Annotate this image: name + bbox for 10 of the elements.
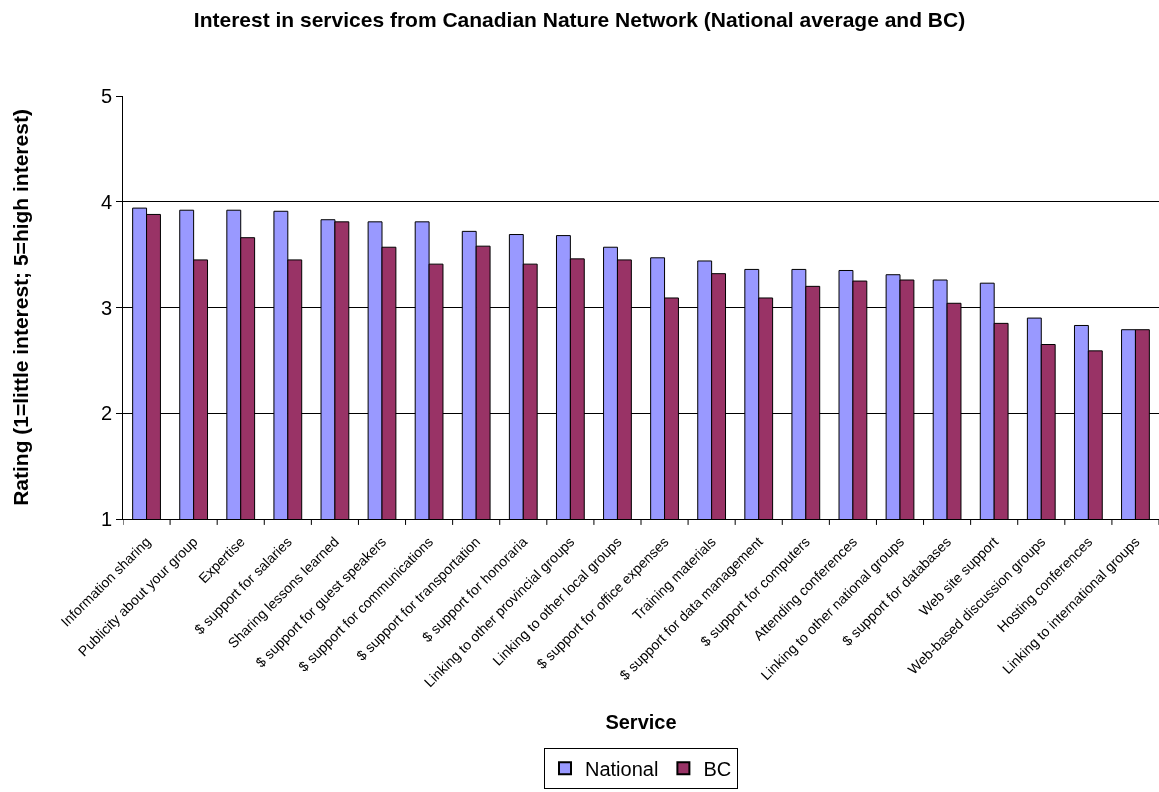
x-axis-title: Service (605, 710, 677, 733)
legend-label: BC (703, 758, 732, 781)
y-tick-label: 5 (100, 85, 112, 107)
chart-title: Interest in services from Canadian Nature Network (National average and BC) (193, 8, 966, 32)
legend-label: National (585, 758, 659, 781)
y-tick-label: 3 (100, 296, 112, 319)
y-axis-title: Rating (1=little interest; 5=high interest) (9, 109, 33, 506)
y-tick-label: 1 (100, 508, 112, 530)
y-tick-label: 2 (100, 402, 112, 425)
y-tick-label: 4 (100, 190, 112, 213)
